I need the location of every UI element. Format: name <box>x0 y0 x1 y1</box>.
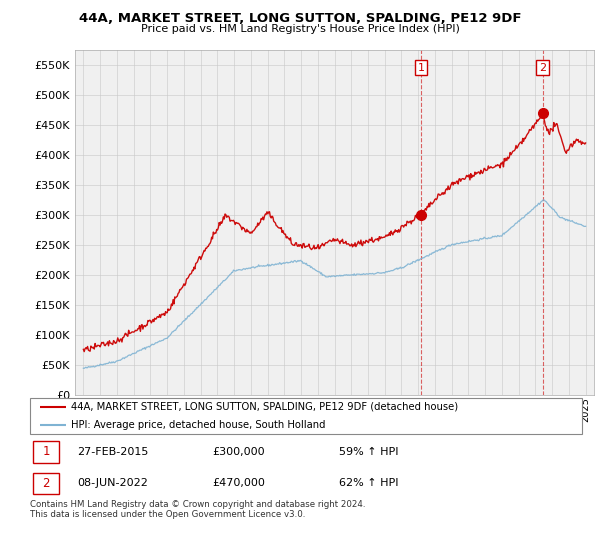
Text: 44A, MARKET STREET, LONG SUTTON, SPALDING, PE12 9DF (detached house): 44A, MARKET STREET, LONG SUTTON, SPALDIN… <box>71 402 458 412</box>
FancyBboxPatch shape <box>33 441 59 463</box>
Text: 44A, MARKET STREET, LONG SUTTON, SPALDING, PE12 9DF: 44A, MARKET STREET, LONG SUTTON, SPALDIN… <box>79 12 521 25</box>
FancyBboxPatch shape <box>30 398 582 434</box>
Text: 1: 1 <box>418 63 424 73</box>
Text: £300,000: £300,000 <box>212 447 265 457</box>
Text: 59% ↑ HPI: 59% ↑ HPI <box>339 447 398 457</box>
Text: Contains HM Land Registry data © Crown copyright and database right 2024.
This d: Contains HM Land Registry data © Crown c… <box>30 500 365 519</box>
Text: 62% ↑ HPI: 62% ↑ HPI <box>339 478 398 488</box>
Text: 1: 1 <box>42 445 50 459</box>
Text: £470,000: £470,000 <box>212 478 265 488</box>
Text: 2: 2 <box>539 63 547 73</box>
Text: 2: 2 <box>42 477 50 490</box>
FancyBboxPatch shape <box>33 473 59 494</box>
Text: 08-JUN-2022: 08-JUN-2022 <box>77 478 148 488</box>
Text: Price paid vs. HM Land Registry's House Price Index (HPI): Price paid vs. HM Land Registry's House … <box>140 24 460 34</box>
Text: HPI: Average price, detached house, South Holland: HPI: Average price, detached house, Sout… <box>71 420 326 430</box>
Text: 27-FEB-2015: 27-FEB-2015 <box>77 447 148 457</box>
